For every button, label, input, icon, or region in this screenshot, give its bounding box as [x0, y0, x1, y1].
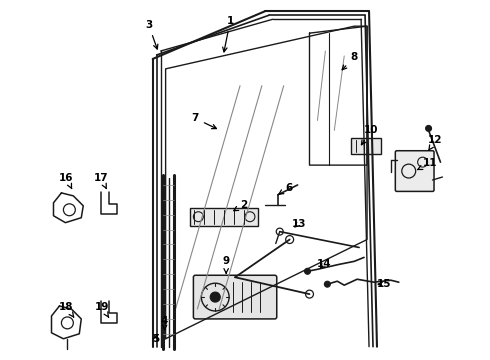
Text: 4: 4	[161, 316, 168, 329]
Bar	[351, 138, 381, 154]
Text: 1: 1	[222, 16, 234, 52]
FancyBboxPatch shape	[395, 151, 434, 192]
Text: 7: 7	[192, 113, 217, 129]
Text: 17: 17	[94, 173, 108, 189]
Circle shape	[426, 125, 432, 131]
Text: 18: 18	[59, 302, 74, 317]
Text: 5: 5	[152, 334, 159, 344]
Circle shape	[305, 268, 311, 274]
Text: 8: 8	[342, 52, 358, 70]
Text: 2: 2	[234, 200, 247, 211]
Text: 16: 16	[59, 173, 74, 189]
Text: 9: 9	[222, 256, 230, 273]
Text: 15: 15	[377, 279, 391, 289]
Bar	[191, 208, 258, 226]
Circle shape	[324, 281, 330, 287]
Text: 3: 3	[145, 20, 158, 49]
FancyBboxPatch shape	[194, 275, 277, 319]
Text: 6: 6	[279, 183, 293, 194]
Text: 13: 13	[292, 219, 306, 229]
Circle shape	[210, 292, 220, 302]
Text: 12: 12	[428, 135, 443, 150]
Text: 11: 11	[417, 158, 438, 170]
Text: 10: 10	[362, 125, 378, 145]
Text: 14: 14	[317, 259, 332, 269]
Text: 19: 19	[95, 302, 109, 317]
